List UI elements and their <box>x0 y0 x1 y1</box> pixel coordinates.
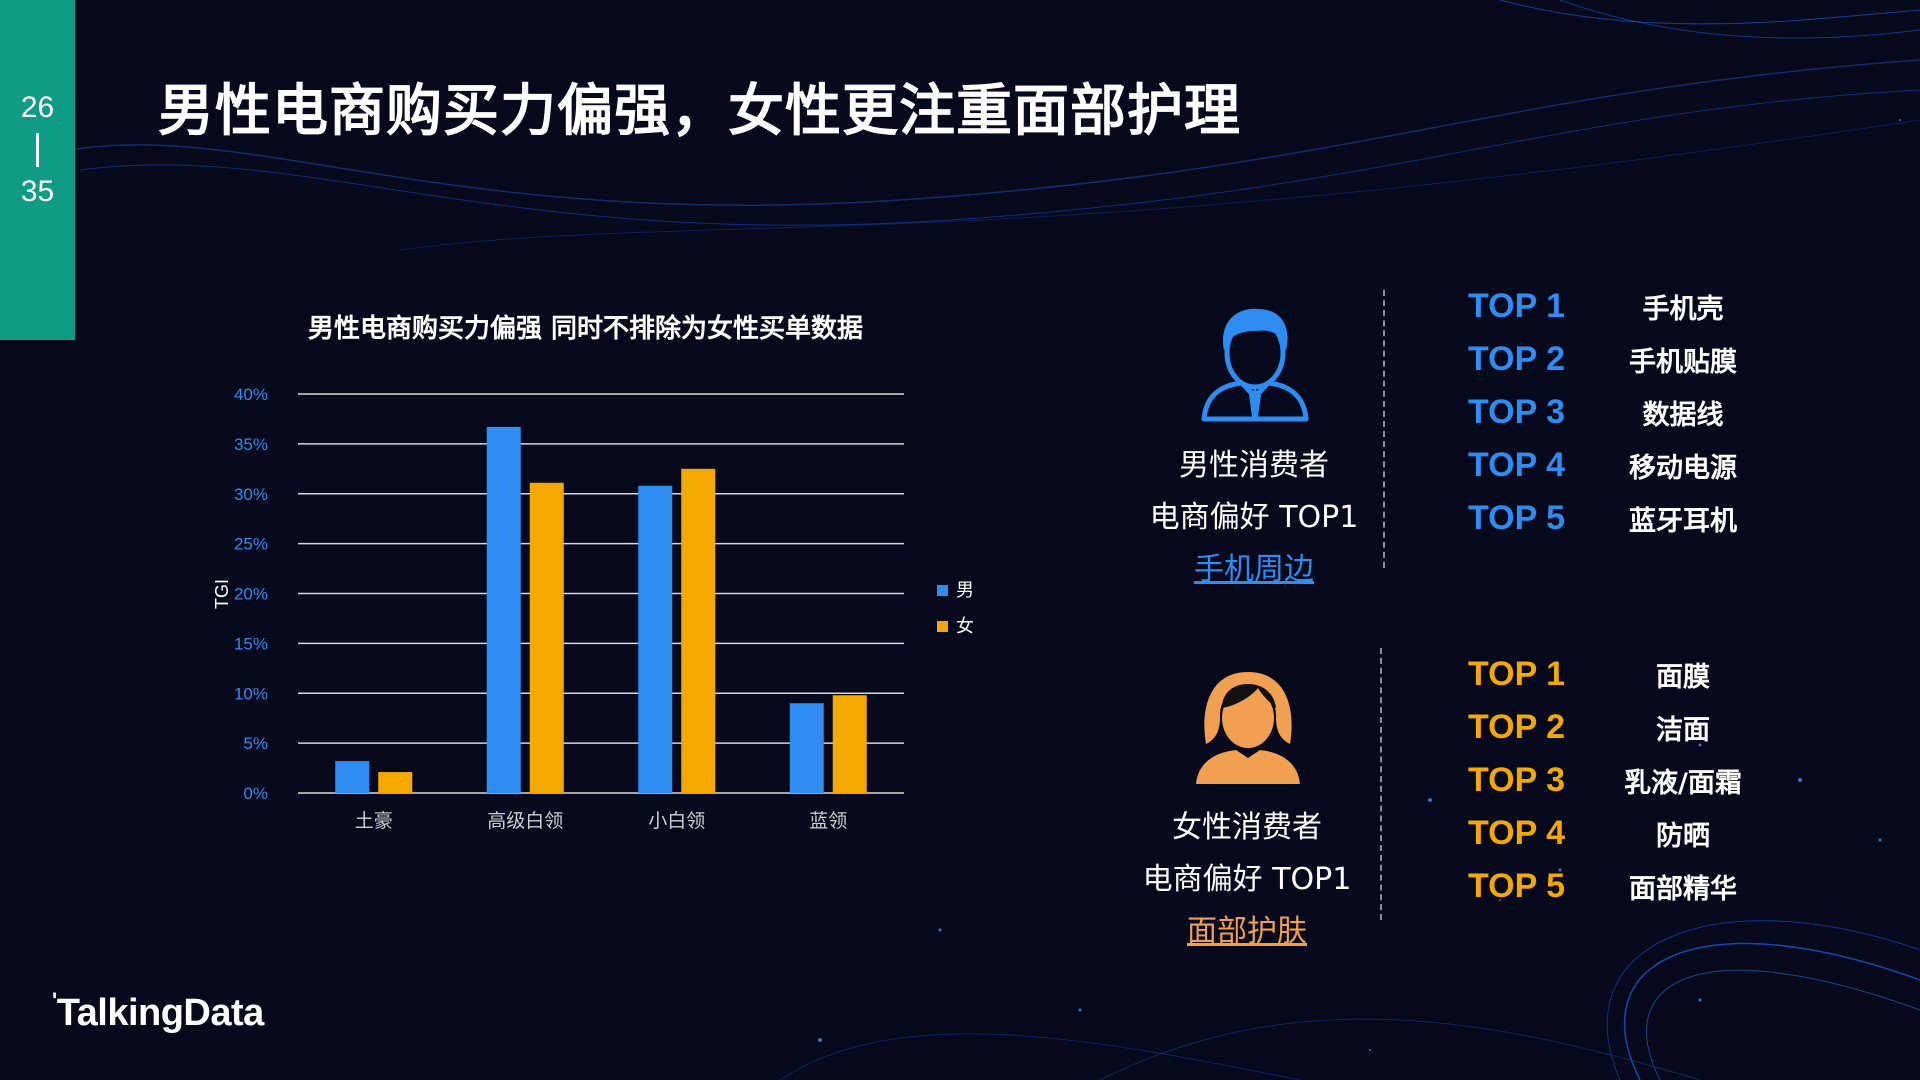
male-rank-label: TOP 2 <box>1468 339 1566 378</box>
legend-swatch-0 <box>937 585 948 596</box>
male-top1-highlight: 手机周边 <box>1194 552 1314 587</box>
male-rank-label: TOP 3 <box>1468 392 1566 431</box>
female-rank-row: TOP 5 面部精华 <box>1468 860 1758 912</box>
male-rank-item: 手机贴膜 <box>1629 346 1737 378</box>
female-bar-0 <box>378 772 413 793</box>
y-tick-label: 40% <box>234 385 268 404</box>
y-tick-label: 0% <box>243 784 268 803</box>
current-page: 26 <box>20 91 55 124</box>
y-tick-label: 15% <box>234 634 268 653</box>
male-rank-row: TOP 1 手机壳 <box>1468 280 1758 332</box>
male-consumer-label: 男性消费者 电商偏好 TOP1 手机周边 <box>1124 440 1384 596</box>
male-rank-item: 蓝牙耳机 <box>1629 505 1737 537</box>
chart-title: 男性电商购买力偏强 同时不排除为女性买单数据 <box>308 314 864 344</box>
male-rank-label: TOP 4 <box>1468 445 1566 484</box>
total-pages: 35 <box>20 175 55 208</box>
male-rank-row: TOP 3 数据线 <box>1468 386 1758 438</box>
bar-chart: 0% 5% 10% 15% 20% 25% 30% 35% 40% TGI 土豪 高级白领 小白领 蓝领 男… <box>212 385 974 832</box>
male-bar-0 <box>335 761 370 793</box>
female-top1-highlight: 面部护肤 <box>1187 914 1307 949</box>
legend-swatch-1 <box>937 621 948 632</box>
legend-label-0: 男 <box>956 580 974 601</box>
female-rank-item: 面部精华 <box>1629 873 1737 905</box>
male-rank-item: 数据线 <box>1642 399 1724 431</box>
y-tick-label: 35% <box>234 435 268 454</box>
male-rank-label: TOP 1 <box>1468 286 1566 325</box>
male-rank-row: TOP 2 手机贴膜 <box>1468 333 1758 385</box>
male-rank-item: 移动电源 <box>1629 452 1737 484</box>
y-tick-label: 25% <box>234 535 268 554</box>
male-rank-row: TOP 4 移动电源 <box>1468 439 1758 491</box>
female-rank-item: 防晒 <box>1656 820 1710 852</box>
x-tick-label: 土豪 <box>355 810 393 832</box>
female-rank-row: TOP 2 洁面 <box>1468 701 1758 753</box>
male-user-icon <box>1200 305 1310 427</box>
female-rank-item: 洁面 <box>1656 714 1710 746</box>
female-rank-label: TOP 1 <box>1468 654 1566 693</box>
male-consumer-line2: 电商偏好 TOP1 <box>1149 500 1359 535</box>
page-title: 男性电商购买力偏强，女性更注重面部护理 <box>158 79 1241 144</box>
male-rank-row: TOP 5 蓝牙耳机 <box>1468 492 1758 544</box>
brand-name: TalkingData <box>56 992 265 1034</box>
female-consumer-line1: 女性消费者 <box>1172 810 1322 845</box>
female-rank-label: TOP 4 <box>1468 813 1566 852</box>
page-separator <box>36 133 39 167</box>
brand-logo: 'TalkingData <box>52 988 265 1035</box>
male-bar-2 <box>638 485 673 793</box>
brand-tick-icon: ' <box>52 988 57 1013</box>
female-rank-row: TOP 3 乳液/面霜 <box>1468 754 1758 806</box>
female-divider <box>1380 648 1382 920</box>
y-tick-label: 5% <box>243 734 268 753</box>
female-rank-item: 乳液/面霜 <box>1624 767 1742 799</box>
female-rank-label: TOP 2 <box>1468 707 1566 746</box>
female-consumer-label: 女性消费者 电商偏好 TOP1 面部护肤 <box>1117 802 1377 958</box>
y-axis-label: TGI <box>212 579 232 609</box>
female-consumer-line2: 电商偏好 TOP1 <box>1142 862 1352 897</box>
female-rank-label: TOP 5 <box>1468 866 1566 905</box>
y-tick-label: 10% <box>234 684 268 703</box>
x-tick-label: 小白领 <box>648 810 705 832</box>
female-bar-1 <box>529 482 564 793</box>
x-tick-label: 高级白领 <box>487 810 563 832</box>
female-rank-row: TOP 1 面膜 <box>1468 648 1758 700</box>
legend-label-1: 女 <box>956 616 974 637</box>
x-tick-label: 蓝领 <box>809 810 847 832</box>
page-indicator: 26 35 <box>0 0 75 340</box>
female-rank-label: TOP 3 <box>1468 760 1566 799</box>
y-tick-label: 20% <box>234 585 268 604</box>
female-user-icon <box>1192 668 1304 790</box>
y-tick-label: 30% <box>234 485 268 504</box>
male-rank-label: TOP 5 <box>1468 498 1566 537</box>
male-consumer-line1: 男性消费者 <box>1179 448 1329 483</box>
male-bar-3 <box>789 703 824 793</box>
male-bar-1 <box>486 426 521 793</box>
male-divider <box>1383 290 1385 568</box>
female-bar-2 <box>681 468 716 793</box>
male-rank-item: 手机壳 <box>1642 293 1724 325</box>
female-bar-3 <box>832 695 867 793</box>
female-rank-item: 面膜 <box>1656 661 1710 693</box>
female-rank-row: TOP 4 防晒 <box>1468 807 1758 859</box>
